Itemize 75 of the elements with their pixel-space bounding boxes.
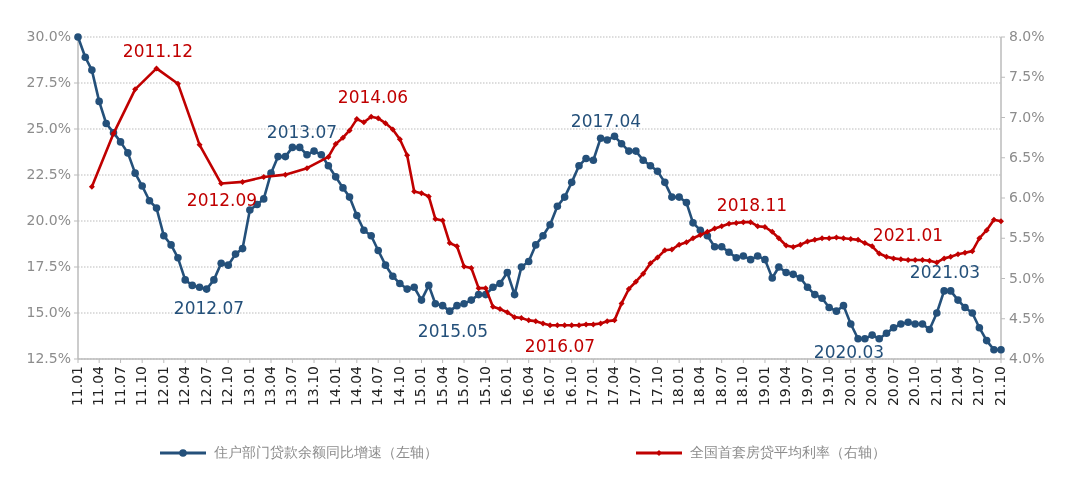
x-tick-label: 18.01: [670, 366, 687, 407]
annotation: 2021.03: [909, 262, 981, 282]
annotation: 2021.01: [872, 225, 944, 245]
y2-tick-label: 7.0%: [1009, 108, 1045, 125]
annotation: 2013.07: [266, 122, 338, 142]
annotation: 2011.12: [122, 41, 194, 61]
y-tick-label: 15.0%: [26, 304, 71, 320]
annotation: 2016.07: [524, 336, 596, 356]
y2-tick-label: 6.0%: [1009, 189, 1045, 205]
legend-label: 住户部门贷款余额同比增速（左轴）: [213, 444, 438, 460]
y2-tick-label: 5.5%: [1009, 229, 1045, 246]
y2-tick-label: 8.0%: [1009, 28, 1045, 44]
x-tick-label: 20.04: [863, 365, 880, 407]
x-tick-label: 11.07: [111, 366, 128, 407]
x-tick-label: 14.10: [390, 366, 407, 407]
y2-tick-label: 6.5%: [1009, 148, 1045, 165]
x-tick-label: 12.10: [219, 366, 236, 407]
x-tick-label: 14.04: [347, 365, 364, 407]
x-tick-label: 17.10: [648, 366, 665, 407]
x-tick-label: 13.04: [262, 365, 279, 407]
x-tick-label: 14.01: [326, 366, 343, 407]
x-tick-label: 12.04: [176, 365, 193, 407]
x-tick-label: 13.07: [283, 366, 300, 407]
x-tick-label: 20.01: [841, 366, 858, 407]
annotation: 2012.09: [186, 190, 258, 210]
x-tick-label: 21.07: [970, 366, 987, 407]
x-tick-label: 13.01: [240, 366, 257, 407]
x-tick-label: 16.01: [498, 366, 515, 407]
annotation: 2020.03: [813, 342, 885, 362]
x-tick-label: 15.07: [455, 366, 472, 407]
annotation: 2014.06: [337, 87, 409, 107]
y2-tick-label: 7.5%: [1009, 68, 1045, 85]
x-tick-label: 11.10: [133, 366, 150, 407]
y2-tick-label: 4.0%: [1009, 350, 1045, 366]
x-tick-label: 18.07: [712, 366, 729, 407]
y2-tick-label: 5.0%: [1009, 269, 1045, 286]
x-tick-label: 13.10: [305, 366, 322, 407]
y-tick-label: 20.0%: [26, 212, 71, 228]
x-tick-label: 12.01: [154, 366, 171, 407]
x-tick-label: 17.07: [626, 366, 643, 407]
x-tick-label: 12.07: [197, 366, 214, 407]
y-tick-label: 30.0%: [26, 28, 71, 44]
x-tick-label: 14.07: [369, 366, 386, 407]
x-tick-label: 19.04: [777, 365, 794, 407]
x-tick-label: 11.04: [90, 365, 107, 407]
x-tick-label: 11.01: [69, 366, 85, 407]
x-tick-label: 21.04: [948, 365, 965, 407]
x-tick-label: 20.10: [906, 366, 923, 407]
annotation: 2015.05: [417, 321, 489, 341]
annotation: 2018.11: [716, 195, 788, 215]
y-tick-label: 22.5%: [26, 166, 71, 182]
x-tick-label: 16.10: [562, 366, 579, 407]
x-tick-label: 19.07: [798, 366, 815, 407]
x-tick-label: 18.10: [734, 366, 751, 407]
annotation: 2012.07: [173, 298, 245, 318]
x-tick-label: 17.01: [584, 366, 601, 407]
x-tick-label: 16.07: [541, 366, 558, 407]
x-tick-label: 15.04: [433, 365, 450, 407]
x-tick-label: 18.04: [691, 365, 708, 407]
y2-tick-label: 4.5%: [1009, 309, 1045, 326]
x-tick-label: 20.07: [884, 366, 901, 407]
y-tick-label: 12.5%: [26, 350, 71, 366]
x-tick-label: 17.04: [605, 365, 622, 407]
x-tick-label: 21.01: [927, 366, 944, 407]
x-tick-label: 19.01: [755, 366, 772, 407]
x-tick-label: 16.04: [519, 365, 536, 407]
x-tick-label: 15.10: [476, 366, 493, 407]
legend-label: 全国首套房贷平均利率（右轴）: [690, 444, 886, 460]
y-tick-label: 27.5%: [26, 74, 71, 90]
y-tick-label: 17.5%: [26, 258, 71, 274]
annotation: 2017.04: [570, 111, 642, 131]
x-tick-label: 15.01: [412, 366, 429, 407]
x-tick-label: 21.10: [992, 366, 1008, 407]
x-tick-label: 19.10: [820, 366, 837, 407]
y-tick-label: 25.0%: [26, 120, 71, 136]
